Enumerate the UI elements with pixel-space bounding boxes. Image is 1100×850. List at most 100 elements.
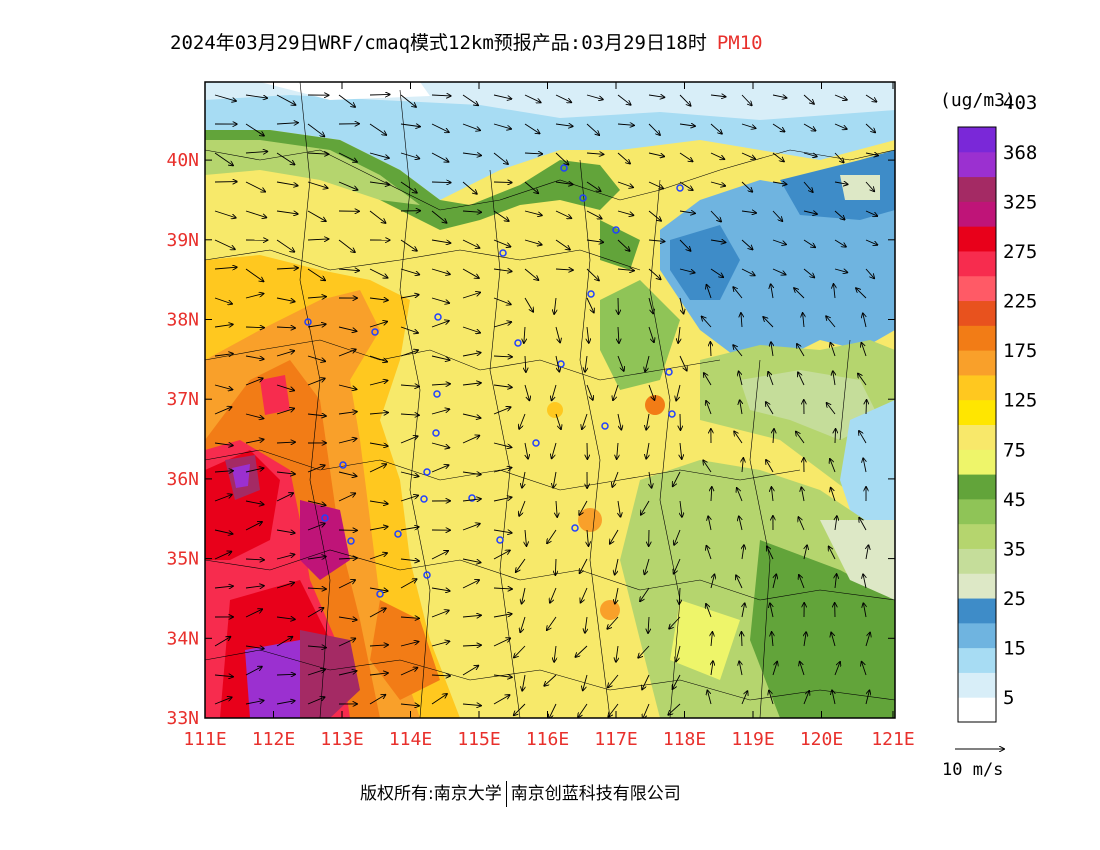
wind-arrow xyxy=(400,471,418,476)
colorbar-swatch xyxy=(958,201,996,227)
wind-arrow xyxy=(369,322,387,328)
wind-arrow xyxy=(741,239,753,249)
wind-arrow xyxy=(276,493,293,502)
lon-label: 116E xyxy=(526,729,569,750)
wind-arrow xyxy=(524,297,533,312)
wind-arrow xyxy=(369,608,386,618)
wind-arrow xyxy=(307,210,326,221)
wind-arrow xyxy=(524,384,529,400)
wind-arrow xyxy=(245,522,262,531)
colorbar-tick-label: 403 xyxy=(1003,92,1037,114)
wind-arrow xyxy=(648,152,664,156)
wind-arrow xyxy=(797,344,805,357)
wind-arrow xyxy=(214,407,232,415)
wind-arrow xyxy=(431,442,449,448)
wind-arrow xyxy=(585,616,587,633)
wind-arrow xyxy=(679,587,680,604)
wind-arrow xyxy=(711,632,712,647)
wind-arrow xyxy=(514,703,526,715)
wind-arrow xyxy=(617,239,630,251)
wind-arrow xyxy=(338,326,357,331)
wind-arrow xyxy=(679,211,695,213)
wind-arrow xyxy=(741,211,756,213)
lon-label: 115E xyxy=(457,729,500,750)
wind-arrow xyxy=(462,326,480,333)
wind-arrow xyxy=(276,442,295,443)
wind-arrow xyxy=(214,471,233,472)
wind-arrow xyxy=(796,432,805,444)
wind-arrow xyxy=(547,529,557,543)
wind-arrow xyxy=(214,552,231,560)
wind-arrow xyxy=(369,268,388,278)
wind-arrow xyxy=(462,181,477,194)
wind-arrow xyxy=(276,384,294,390)
wind-arrow xyxy=(615,587,619,604)
wind-arrow xyxy=(772,152,784,161)
wind-arrow xyxy=(245,439,264,444)
wind-arrow xyxy=(708,516,711,531)
wind-arrow xyxy=(555,94,571,102)
wind-arrow xyxy=(680,442,682,459)
wind-arrow xyxy=(462,558,481,563)
colorbar: 5 15 25 35 45 75 125 175 225 275 325 368 403 xyxy=(957,92,1037,723)
wind-arrow xyxy=(307,181,328,188)
wind-arrow xyxy=(679,297,684,314)
wind-arrow xyxy=(493,269,512,271)
colorbar-tick-label: 35 xyxy=(1003,538,1026,560)
wind-arrow xyxy=(338,493,355,502)
wind-arrow xyxy=(493,588,512,589)
wind-arrow xyxy=(493,385,512,387)
wind-arrow xyxy=(276,351,294,357)
lat-label: 38N xyxy=(166,310,199,331)
wind-arrow xyxy=(245,378,263,386)
wind-arrow xyxy=(245,151,267,153)
lon-label: 114E xyxy=(389,729,432,750)
wind-arrow xyxy=(524,94,541,102)
wind-arrow xyxy=(462,615,481,617)
wind-arrow xyxy=(214,384,232,390)
wind-arrow xyxy=(214,637,230,647)
wind-arrow xyxy=(711,661,713,676)
wind-arrow xyxy=(245,646,264,649)
wind-arrow xyxy=(307,465,325,473)
wind-arrow xyxy=(400,239,417,251)
wind-arrow xyxy=(586,268,599,280)
wind-arrow xyxy=(431,297,449,303)
wind-arrow xyxy=(676,384,681,401)
colorbar-tick-label: 325 xyxy=(1003,191,1037,213)
wind-arrow xyxy=(552,384,557,400)
colorbar-swatch xyxy=(958,226,996,252)
wind-arrow xyxy=(710,210,721,222)
wind-arrow xyxy=(214,697,232,705)
wind-arrow xyxy=(307,523,325,531)
wind-arrow xyxy=(742,458,743,473)
colorbar-tick-label: 45 xyxy=(1003,489,1026,511)
wind-arrow xyxy=(616,645,618,662)
footer-separator xyxy=(505,781,507,807)
wind-arrow xyxy=(826,316,836,328)
wind-arrow xyxy=(773,429,774,444)
wind-arrow xyxy=(710,181,725,186)
wind-arrow xyxy=(772,95,786,98)
map-title: 2024年03月29日WRF/cmaq模式12km预报产品:03月29日18时 P… xyxy=(170,28,763,55)
lon-label: 111E xyxy=(183,729,226,750)
wind-arrow xyxy=(338,384,356,389)
wind-arrow xyxy=(431,123,449,132)
wind-arrow xyxy=(648,181,663,188)
lon-label: 118E xyxy=(663,729,706,750)
wind-arrow xyxy=(586,210,602,219)
wind-arrow xyxy=(493,550,510,560)
wind-arrow xyxy=(338,439,356,444)
wind-arrow xyxy=(770,603,773,618)
wind-arrow xyxy=(858,374,867,386)
lat-label: 36N xyxy=(166,469,199,490)
wind-arrow xyxy=(520,616,526,632)
wind-arrow xyxy=(462,292,480,299)
wind-arrow xyxy=(741,632,742,647)
lat-label: 34N xyxy=(166,628,199,649)
wind-arrow xyxy=(580,558,588,573)
wind-arrow xyxy=(550,587,557,603)
wind-arrow xyxy=(648,297,653,313)
wind-arrow xyxy=(369,210,386,223)
